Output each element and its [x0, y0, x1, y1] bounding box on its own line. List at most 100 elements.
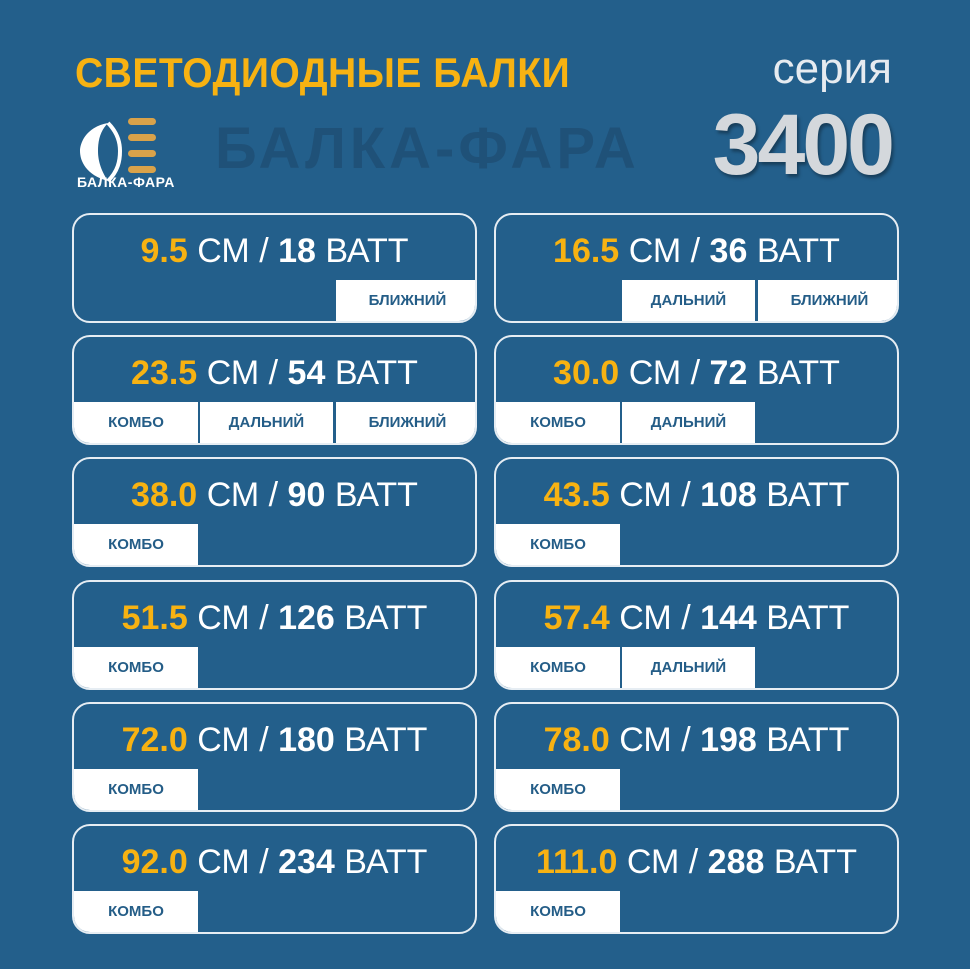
- watermark: БАЛКА-ФАРА: [215, 116, 640, 181]
- power-unit: ВАТТ: [766, 476, 850, 515]
- mode-tag-far: ДАЛЬНИЙ: [200, 402, 333, 444]
- separator: /: [259, 598, 269, 637]
- mode-tag-combo: КОМБО: [496, 524, 620, 566]
- mode-tag-combo: КОМБО: [74, 524, 198, 566]
- power-value: 72: [709, 354, 748, 393]
- mode-tag-far: ДАЛЬНИЙ: [622, 402, 755, 444]
- power-unit: ВАТТ: [756, 354, 840, 393]
- power-unit: ВАТТ: [334, 354, 418, 393]
- product-card: 78.0 СМ / 198 ВАТТ КОМБО: [494, 701, 899, 812]
- series-label: серия: [772, 44, 892, 93]
- power-value: 108: [700, 476, 757, 515]
- separator: /: [259, 232, 269, 270]
- power-value: 90: [287, 476, 326, 515]
- separator: /: [259, 720, 269, 759]
- power-value: 144: [700, 598, 757, 637]
- length-unit: СМ: [206, 354, 260, 393]
- product-card: 9.5 СМ / 18 ВАТТ БЛИЖНИЙ: [72, 213, 477, 323]
- logo-text: БАЛКА-ФАРА: [77, 174, 175, 190]
- length-value: 38.0: [131, 476, 198, 515]
- spec-line: 38.0 СМ / 90 ВАТТ: [74, 475, 475, 515]
- power-value: 54: [287, 354, 326, 393]
- power-value: 126: [278, 598, 335, 637]
- logo-icon: [80, 118, 156, 183]
- separator: /: [681, 476, 691, 515]
- length-unit: СМ: [197, 720, 250, 759]
- separator: /: [690, 354, 701, 393]
- spec-line: 30.0 СМ / 72 ВАТТ: [496, 353, 897, 393]
- length-unit: СМ: [628, 232, 682, 270]
- length-unit: СМ: [626, 843, 680, 881]
- power-unit: ВАТТ: [334, 476, 418, 515]
- product-card: 72.0 СМ / 180 ВАТТ КОМБО: [72, 701, 477, 812]
- mode-tag-combo: КОМБО: [496, 402, 620, 444]
- mode-tag-far: ДАЛЬНИЙ: [622, 646, 755, 688]
- mode-tag-combo: КОМБО: [496, 646, 620, 688]
- product-card: 111.0 СМ / 288 ВАТТ КОМБО: [494, 824, 899, 934]
- mode-tag-combo: КОМБО: [74, 402, 198, 444]
- length-value: 16.5: [553, 232, 620, 270]
- separator: /: [690, 232, 701, 270]
- length-unit: СМ: [197, 598, 250, 637]
- mode-tag-combo: КОМБО: [496, 891, 620, 932]
- power-unit: ВАТТ: [756, 232, 840, 270]
- spec-line: 78.0 СМ / 198 ВАТТ: [496, 720, 897, 760]
- power-value: 198: [700, 720, 757, 759]
- power-unit: ВАТТ: [344, 720, 428, 759]
- length-value: 51.5: [121, 598, 188, 637]
- power-unit: ВАТТ: [766, 598, 850, 637]
- length-value: 57.4: [543, 598, 610, 637]
- length-unit: СМ: [619, 476, 672, 515]
- length-value: 111.0: [536, 843, 618, 881]
- length-value: 43.5: [543, 476, 610, 515]
- length-unit: СМ: [197, 232, 250, 270]
- spec-line: 72.0 СМ / 180 ВАТТ: [74, 720, 475, 760]
- product-card: 23.5 СМ / 54 ВАТТ КОМБО ДАЛЬНИЙ БЛИЖНИЙ: [72, 335, 477, 446]
- power-value: 180: [278, 720, 335, 759]
- power-unit: ВАТТ: [766, 720, 850, 759]
- product-card: 30.0 СМ / 72 ВАТТ КОМБО ДАЛЬНИЙ: [494, 335, 899, 446]
- spec-line: 23.5 СМ / 54 ВАТТ: [74, 353, 475, 393]
- product-card: 51.5 СМ / 126 ВАТТ КОМБО: [72, 579, 477, 690]
- spec-line: 111.0 СМ / 288 ВАТТ: [496, 842, 897, 882]
- power-unit: ВАТТ: [773, 843, 857, 881]
- spec-line: 92.0 СМ / 234 ВАТТ: [74, 842, 475, 882]
- product-card: 57.4 СМ / 144 ВАТТ КОМБО ДАЛЬНИЙ: [494, 579, 899, 690]
- length-value: 72.0: [121, 720, 188, 759]
- power-unit: ВАТТ: [344, 843, 428, 881]
- product-card: 16.5 СМ / 36 ВАТТ ДАЛЬНИЙ БЛИЖНИЙ: [494, 213, 899, 323]
- mode-tag-combo: КОМБО: [74, 768, 198, 810]
- power-unit: ВАТТ: [325, 232, 409, 270]
- spec-line: 43.5 СМ / 108 ВАТТ: [496, 475, 897, 515]
- separator: /: [681, 598, 691, 637]
- power-value: 234: [278, 843, 335, 881]
- separator: /: [259, 843, 269, 881]
- product-card: 38.0 СМ / 90 ВАТТ КОМБО: [72, 457, 477, 568]
- spec-line: 51.5 СМ / 126 ВАТТ: [74, 598, 475, 638]
- separator: /: [688, 843, 699, 881]
- separator: /: [268, 354, 279, 393]
- length-unit: СМ: [619, 720, 672, 759]
- length-value: 30.0: [553, 354, 620, 393]
- spec-line: 57.4 СМ / 144 ВАТТ: [496, 598, 897, 638]
- mode-tag-combo: КОМБО: [496, 768, 620, 810]
- separator: /: [268, 476, 279, 515]
- power-unit: ВАТТ: [344, 598, 428, 637]
- power-value: 18: [278, 232, 316, 270]
- spec-line: 9.5 СМ / 18 ВАТТ: [74, 231, 475, 271]
- page-title: СВЕТОДИОДНЫЕ БАЛКИ: [75, 49, 571, 96]
- mode-tag-combo: КОМБО: [74, 646, 198, 688]
- length-value: 92.0: [121, 843, 188, 881]
- length-unit: СМ: [628, 354, 682, 393]
- mode-tag-far: ДАЛЬНИЙ: [622, 280, 755, 321]
- separator: /: [681, 720, 691, 759]
- spec-line: 16.5 СМ / 36 ВАТТ: [496, 231, 897, 271]
- product-card: 43.5 СМ / 108 ВАТТ КОМБО: [494, 457, 899, 568]
- mode-tag-combo: КОМБО: [74, 891, 198, 932]
- power-value: 288: [707, 843, 765, 881]
- series-number: 3400: [712, 97, 895, 193]
- power-value: 36: [709, 232, 748, 270]
- mode-tag-near: БЛИЖНИЙ: [758, 280, 897, 321]
- length-unit: СМ: [619, 598, 672, 637]
- length-unit: СМ: [206, 476, 260, 515]
